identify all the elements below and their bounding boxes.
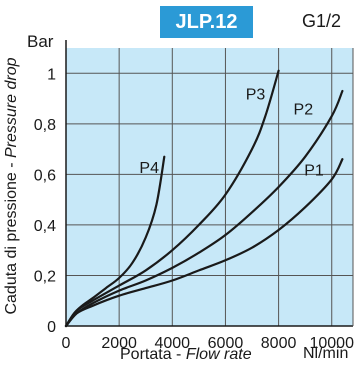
axes [65, 40, 354, 327]
series-lines [64, 69, 344, 328]
thread-size: G1/2 [302, 11, 342, 31]
y-tick-label: 0,6 [34, 167, 56, 184]
series-labels: P4 P3 P2 P1 [139, 86, 323, 179]
y-tick-label: 1 [47, 66, 56, 83]
series-label-p4: P4 [139, 160, 159, 177]
y-axis-label: Caduta di pressione - Pressure drop [3, 57, 21, 314]
x-axis-unit: Nl/min [303, 345, 349, 362]
x-tick-label: 2000 [101, 335, 137, 352]
plot-area [66, 48, 353, 326]
y-tick-label: 0,8 [34, 117, 56, 134]
series-line-p1 [64, 158, 344, 328]
series-label-p1: P1 [304, 162, 324, 179]
series-line-p2 [64, 89, 344, 328]
series-label-p3: P3 [246, 86, 266, 103]
x-tick-label: 0 [62, 335, 71, 352]
x-tick-label: 4000 [154, 335, 190, 352]
x-tick-label: 6000 [208, 335, 244, 352]
x-axis-label-italic: Flow rate [185, 346, 252, 363]
x-tick-labels: 0 2000 4000 6000 8000 10000 [62, 335, 355, 352]
series-label-p2: P2 [294, 102, 314, 119]
y-axis-label-italic: Pressure drop [3, 57, 20, 158]
y-tick-label: 0,2 [34, 268, 56, 285]
y-axis-label-main: Caduta di pressione - [3, 157, 20, 315]
grid [66, 48, 353, 326]
x-axis-label-main: Portata - [120, 346, 186, 363]
y-tick-label: 0,4 [34, 218, 56, 235]
model-badge: JLP.12 [160, 6, 253, 38]
y-tick-label: 0 [47, 319, 56, 336]
x-tick-label: 8000 [261, 335, 297, 352]
x-axis-label: Portata - Flow rate [120, 346, 252, 364]
x-tick-label: 10000 [309, 335, 354, 352]
y-tick-labels: 0 0,2 0,4 0,6 0,8 1 [34, 66, 56, 336]
series-line-p3 [64, 69, 280, 328]
y-axis-unit: Bar [27, 32, 54, 51]
